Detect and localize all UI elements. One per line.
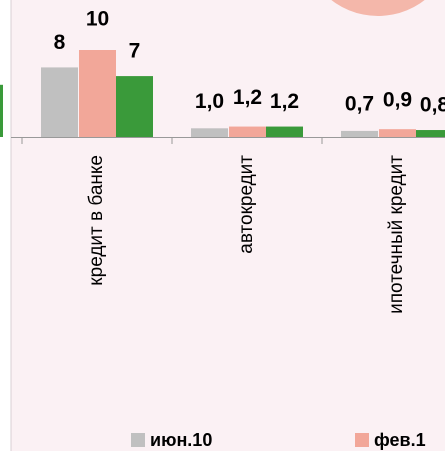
bar bbox=[116, 76, 153, 137]
decor-circle bbox=[331, 0, 425, 16]
x-tick-label: кредит в банке bbox=[86, 155, 107, 286]
bar bbox=[341, 130, 378, 137]
value-label: 0,7 bbox=[345, 92, 374, 115]
legend-swatch bbox=[131, 433, 145, 447]
bar bbox=[379, 129, 416, 137]
value-label: 1,2 bbox=[233, 86, 262, 109]
legend-label: фев.1 bbox=[374, 430, 426, 450]
value-label: 8 bbox=[54, 31, 66, 54]
bar bbox=[41, 67, 78, 137]
x-tick-label: автокредит bbox=[236, 155, 257, 254]
bar bbox=[266, 126, 303, 137]
value-label: 7 bbox=[129, 40, 141, 63]
bar bbox=[0, 84, 3, 137]
bar bbox=[191, 128, 228, 137]
value-label: 1,0 bbox=[195, 90, 224, 113]
value-label: 0,8 bbox=[420, 94, 445, 117]
value-label: 10 bbox=[86, 8, 109, 31]
legend-swatch bbox=[355, 433, 369, 447]
legend-label: июн.10 bbox=[150, 430, 212, 450]
bar bbox=[229, 126, 266, 137]
bar bbox=[79, 50, 116, 137]
value-label: 1,2 bbox=[270, 90, 299, 113]
bar bbox=[416, 130, 445, 137]
x-tick-label: ипотечный кредит bbox=[386, 155, 407, 314]
value-label: 0,9 bbox=[383, 89, 412, 112]
